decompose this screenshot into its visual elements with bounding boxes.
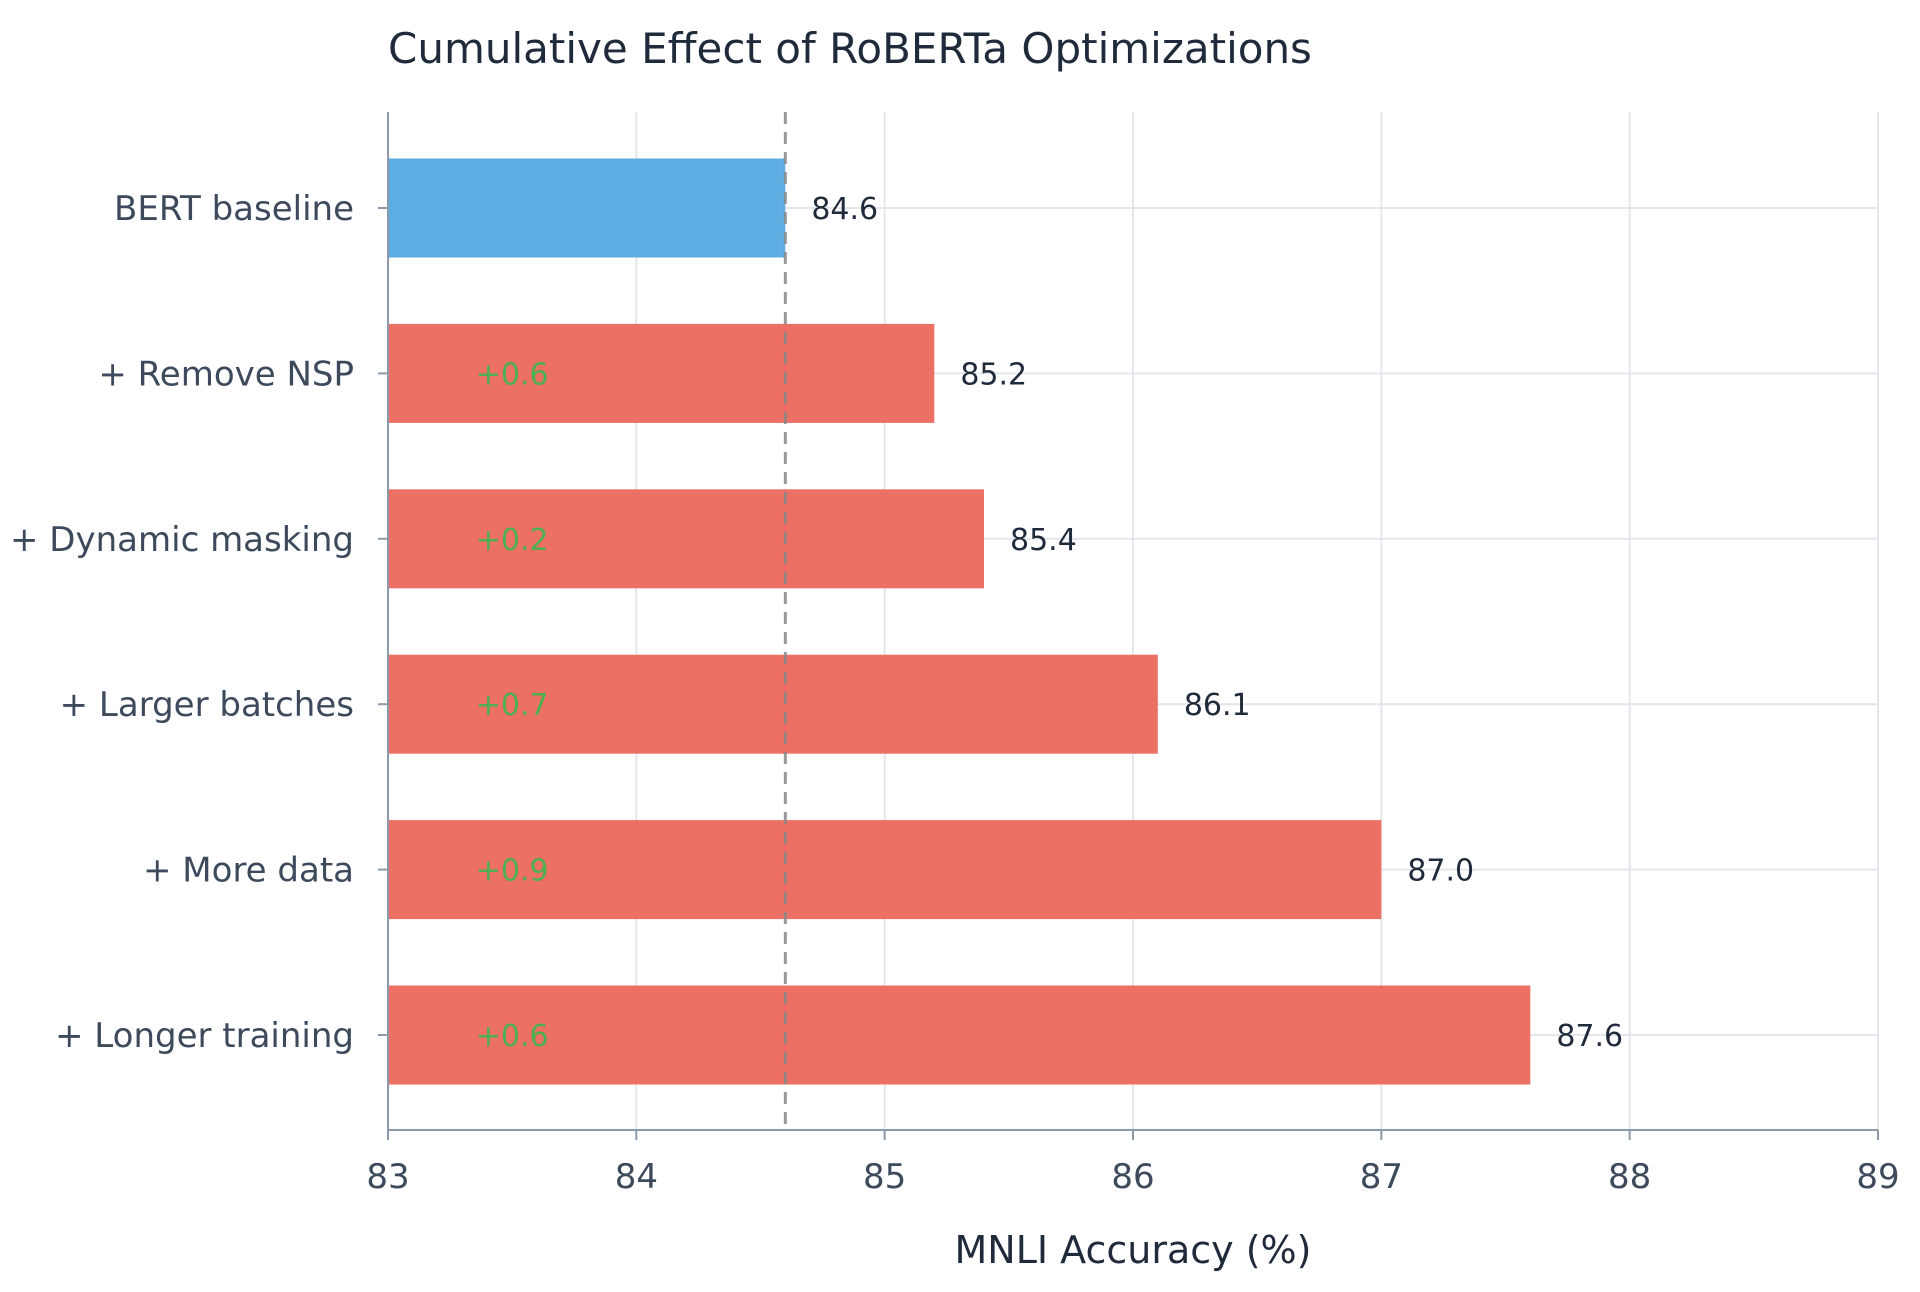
delta-label: +0.6 [476,1019,549,1054]
bar [388,489,984,589]
value-label: 86.1 [1184,688,1251,723]
y-tick-label: + More data [143,851,354,891]
y-tick-label: + Remove NSP [98,354,354,394]
x-tick-label: 88 [1608,1157,1651,1197]
bar [388,985,1531,1085]
delta-label: +0.7 [476,688,549,723]
labels: 83 84 85 86 87 88 89 BERT baseline + Remove NSP +… [10,189,1900,1197]
value-label: 87.6 [1556,1019,1623,1054]
bar [388,323,935,423]
delta-label: +0.6 [476,357,549,392]
x-axis-label: MNLI Accuracy (%) [955,1228,1312,1272]
x-tick-label: 87 [1360,1157,1403,1197]
y-tick-label: + Dynamic masking [10,520,354,560]
y-tick-label: + Larger batches [60,685,354,725]
bar [388,654,1158,754]
chart-title: Cumulative Effect of RoBERTa Optimizatio… [388,24,1312,73]
axes [378,112,1879,1140]
x-tick-label: 89 [1856,1157,1899,1197]
bar [388,820,1382,920]
y-tick-label: + Longer training [55,1016,354,1056]
x-tick-label: 86 [1111,1157,1154,1197]
x-tick-label: 84 [615,1157,658,1197]
bars [388,158,1531,1085]
y-tick-label: BERT baseline [114,189,354,229]
x-tick-label: 83 [366,1157,409,1197]
grid [387,112,1879,1130]
value-label: 87.0 [1407,854,1474,889]
bar [388,158,786,258]
delta-label: +0.2 [476,523,549,558]
value-label: 84.6 [811,192,878,227]
value-label: 85.4 [1010,523,1077,558]
value-label: 85.2 [960,357,1027,392]
x-tick-label: 85 [863,1157,906,1197]
delta-label: +0.9 [476,854,549,889]
